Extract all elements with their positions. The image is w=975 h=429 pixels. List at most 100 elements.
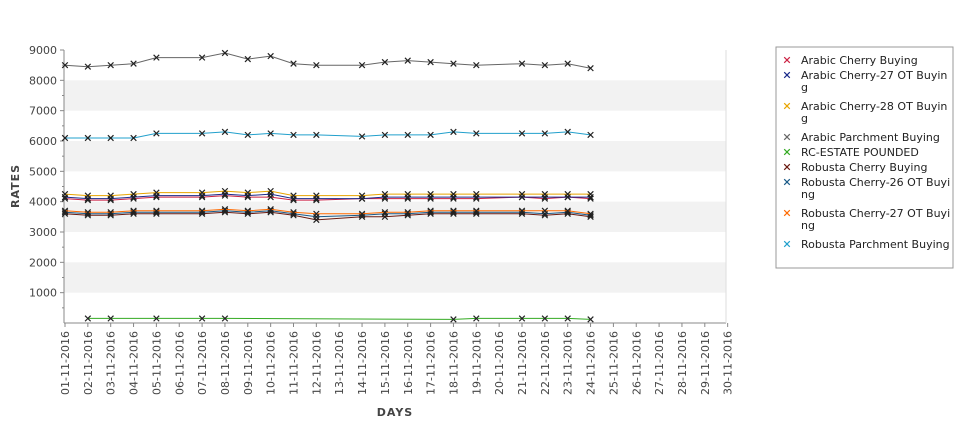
data-point (541, 315, 549, 322)
legend-label: Robusta Cherry Buying (801, 161, 927, 174)
x-tick-label: 21-11-2016 (516, 331, 529, 395)
x-tick-label: 23-11-2016 (562, 331, 575, 395)
data-point (267, 130, 274, 137)
grid-band (64, 141, 726, 172)
data-point (381, 58, 389, 66)
y-tick-label: 3000 (29, 226, 57, 239)
legend-label: Arabic Cherry-28 OT Buyin (801, 100, 947, 113)
x-tick-label: 01-11-2016 (59, 331, 72, 395)
data-point (107, 61, 114, 69)
data-point (153, 130, 160, 137)
data-point (290, 192, 297, 199)
x-axis-title: DAYS (377, 406, 413, 419)
grid-band (64, 262, 726, 293)
data-point (313, 131, 320, 139)
data-point (221, 315, 229, 322)
data-point (427, 190, 434, 198)
data-point (244, 189, 252, 196)
x-tick-label: 16-11-2016 (402, 331, 415, 395)
data-point (358, 61, 366, 69)
y-tick-label: 4000 (29, 196, 57, 209)
data-point (61, 134, 69, 142)
data-point (267, 206, 274, 213)
data-point (564, 60, 571, 67)
data-point (221, 206, 229, 213)
data-point (61, 61, 69, 69)
data-point (450, 316, 457, 323)
data-point (130, 60, 137, 67)
data-point (404, 190, 411, 198)
data-point (313, 210, 320, 218)
data-point (358, 192, 366, 199)
x-tick-label: 26-11-2016 (630, 331, 643, 395)
data-point (130, 190, 137, 198)
data-point (84, 209, 92, 216)
legend-label: ng (801, 219, 815, 232)
y-tick-label: 6000 (29, 135, 57, 148)
x-tick-label: 18-11-2016 (447, 331, 460, 395)
x-tick-label: 11-11-2016 (288, 331, 301, 395)
data-point (427, 58, 434, 66)
data-point (564, 128, 571, 136)
data-point (473, 130, 480, 137)
x-tick-label: 07-11-2016 (196, 331, 209, 395)
x-tick-label: 05-11-2016 (150, 331, 163, 395)
x-tick-label: 08-11-2016 (219, 331, 232, 395)
data-point (153, 189, 160, 196)
data-point (381, 190, 389, 198)
legend-marker-5 (783, 163, 791, 171)
data-point (198, 207, 206, 214)
y-tick-label: 8000 (29, 74, 57, 87)
x-tick-label: 17-11-2016 (425, 331, 438, 395)
data-point (61, 207, 69, 214)
data-point (290, 131, 297, 139)
x-tick-label: 15-11-2016 (379, 331, 392, 395)
grid-band (64, 80, 726, 111)
data-point (153, 207, 160, 214)
data-point (427, 131, 434, 139)
data-point (107, 192, 114, 199)
data-point (61, 209, 69, 216)
data-point (404, 57, 411, 64)
data-point (267, 207, 274, 214)
data-point (381, 209, 389, 216)
data-point (130, 134, 137, 142)
legend-marker-7 (783, 209, 791, 217)
legend-marker-4 (783, 148, 791, 156)
data-point (153, 315, 160, 322)
legend-marker-8 (783, 240, 791, 248)
series-line-2 (64, 190, 591, 197)
data-point (450, 190, 457, 198)
data-point (313, 61, 320, 69)
data-point (518, 130, 526, 137)
legend-marker-3 (783, 133, 791, 141)
data-point (518, 315, 526, 322)
data-point (450, 60, 457, 67)
y-axis-title: RATES (9, 164, 22, 208)
data-point (107, 209, 114, 216)
y-tick-label: 1000 (29, 287, 57, 300)
data-point (244, 207, 252, 214)
data-point (358, 210, 366, 218)
data-point (473, 207, 480, 214)
data-point (541, 61, 549, 69)
legend-marker-6 (783, 178, 791, 186)
x-tick-label: 22-11-2016 (539, 331, 552, 395)
legend-box (775, 46, 954, 269)
data-point (518, 207, 526, 214)
legend-label: ng (801, 188, 815, 201)
data-point (564, 190, 571, 198)
data-point (153, 54, 160, 61)
data-point (267, 52, 274, 60)
series-line-3 (64, 52, 591, 69)
legend-marker-0 (783, 56, 791, 64)
data-point (587, 190, 594, 198)
series-line-4 (87, 317, 591, 320)
data-point (473, 61, 480, 69)
legend-marker-1 (783, 71, 791, 79)
x-tick-label: 06-11-2016 (173, 331, 186, 395)
x-tick-label: 04-11-2016 (128, 331, 141, 395)
data-point (587, 64, 594, 72)
data-point (427, 207, 434, 214)
data-point (84, 134, 92, 142)
